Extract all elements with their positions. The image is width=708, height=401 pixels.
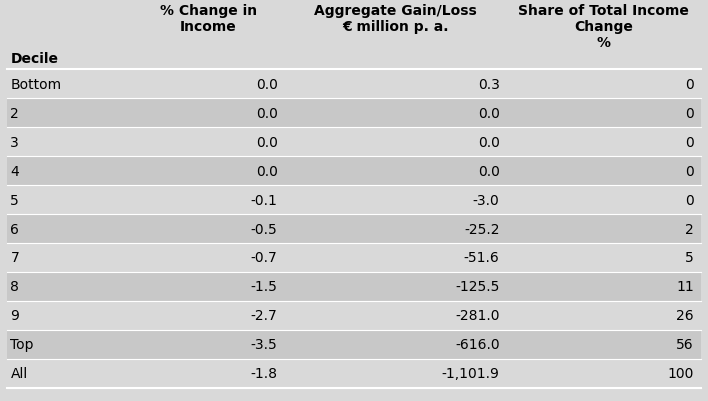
Text: -1.8: -1.8 xyxy=(251,367,278,380)
Text: All: All xyxy=(11,367,28,380)
Text: 5: 5 xyxy=(685,251,694,265)
FancyBboxPatch shape xyxy=(7,215,701,243)
Text: -1,101.9: -1,101.9 xyxy=(442,367,500,380)
Text: 5: 5 xyxy=(11,193,19,207)
Text: 0: 0 xyxy=(685,136,694,149)
Text: 9: 9 xyxy=(11,309,19,322)
Text: -2.7: -2.7 xyxy=(251,309,278,322)
Text: 56: 56 xyxy=(676,338,694,351)
FancyBboxPatch shape xyxy=(7,0,701,70)
Text: 7: 7 xyxy=(11,251,19,265)
Text: -616.0: -616.0 xyxy=(455,338,500,351)
Text: % Change in
Income: % Change in Income xyxy=(159,4,257,34)
Text: Decile: Decile xyxy=(11,52,58,66)
FancyBboxPatch shape xyxy=(7,301,701,330)
FancyBboxPatch shape xyxy=(7,70,701,99)
Text: 0.0: 0.0 xyxy=(478,107,500,120)
Text: 8: 8 xyxy=(11,280,19,294)
Text: 0.0: 0.0 xyxy=(478,164,500,178)
Text: -0.7: -0.7 xyxy=(251,251,278,265)
Text: 0: 0 xyxy=(685,164,694,178)
Text: Top: Top xyxy=(11,338,34,351)
Text: 2: 2 xyxy=(11,107,19,120)
Text: 11: 11 xyxy=(676,280,694,294)
Text: 0.3: 0.3 xyxy=(478,78,500,91)
FancyBboxPatch shape xyxy=(7,359,701,388)
Text: 4: 4 xyxy=(11,164,19,178)
Text: -1.5: -1.5 xyxy=(251,280,278,294)
Text: -51.6: -51.6 xyxy=(464,251,500,265)
FancyBboxPatch shape xyxy=(7,157,701,186)
Text: 0: 0 xyxy=(685,193,694,207)
Text: 3: 3 xyxy=(11,136,19,149)
Text: -3.5: -3.5 xyxy=(251,338,278,351)
Text: 0.0: 0.0 xyxy=(256,107,278,120)
Text: 2: 2 xyxy=(685,222,694,236)
FancyBboxPatch shape xyxy=(7,186,701,215)
Text: 0.0: 0.0 xyxy=(256,164,278,178)
FancyBboxPatch shape xyxy=(7,272,701,301)
Text: 26: 26 xyxy=(676,309,694,322)
FancyBboxPatch shape xyxy=(7,99,701,128)
Text: -0.5: -0.5 xyxy=(251,222,278,236)
Text: Aggregate Gain/Loss
€ million p. a.: Aggregate Gain/Loss € million p. a. xyxy=(314,4,477,34)
Text: 0.0: 0.0 xyxy=(256,78,278,91)
Text: -0.1: -0.1 xyxy=(251,193,278,207)
FancyBboxPatch shape xyxy=(7,128,701,157)
Text: 0: 0 xyxy=(685,107,694,120)
Text: 0.0: 0.0 xyxy=(478,136,500,149)
Text: 0.0: 0.0 xyxy=(256,136,278,149)
FancyBboxPatch shape xyxy=(7,330,701,359)
Text: -3.0: -3.0 xyxy=(473,193,500,207)
Text: -25.2: -25.2 xyxy=(464,222,500,236)
Text: 0: 0 xyxy=(685,78,694,91)
Text: -281.0: -281.0 xyxy=(455,309,500,322)
Text: 100: 100 xyxy=(668,367,694,380)
Text: -125.5: -125.5 xyxy=(455,280,500,294)
Text: Bottom: Bottom xyxy=(11,78,62,91)
Text: 6: 6 xyxy=(11,222,19,236)
Text: Share of Total Income
Change
%: Share of Total Income Change % xyxy=(518,4,689,50)
FancyBboxPatch shape xyxy=(7,243,701,272)
